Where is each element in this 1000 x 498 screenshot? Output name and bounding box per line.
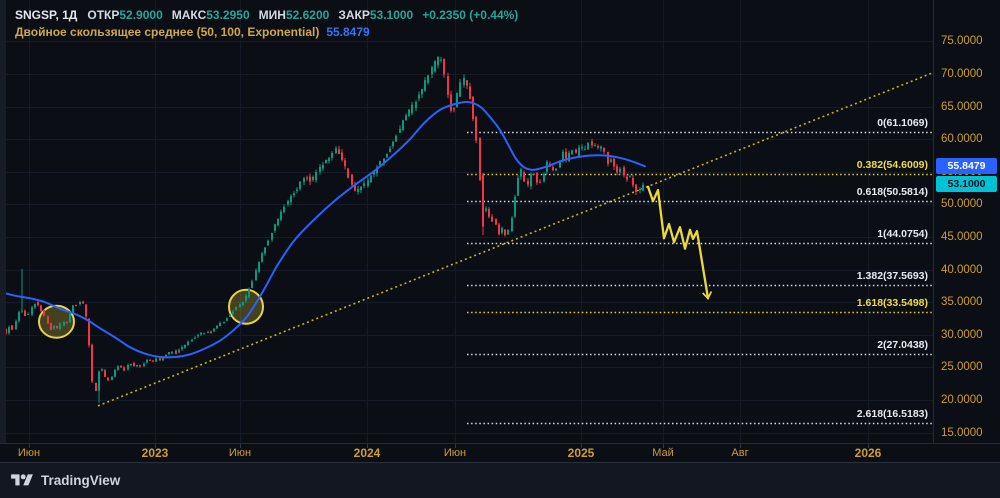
attribution-bar: TradingView <box>0 462 1000 498</box>
time-tick-mark <box>29 444 30 448</box>
ma-value-badge: 55.8479 <box>936 158 997 175</box>
price-axis[interactable]: 75.000070.000065.000060.000055.000050.00… <box>933 0 1000 443</box>
time-tick-label: 2023 <box>141 446 169 460</box>
ohlc-open-value: 52.9000 <box>119 8 163 22</box>
time-tick-label: Июн <box>443 447 467 459</box>
pane-left-strip <box>0 0 6 462</box>
indicator-legend-row[interactable]: Двойное скользящее среднее (50, 100, Exp… <box>15 24 518 41</box>
time-tick-label: Авг <box>731 447 749 459</box>
indicator-name: Двойное скользящее среднее (50, 100, Exp… <box>15 25 320 39</box>
time-tick-label: Май <box>652 447 674 459</box>
price-tick-label: 75.0000 <box>941 35 983 48</box>
ma-line[interactable] <box>0 100 646 359</box>
symbol-title: SNGSP, 1Д <box>15 8 78 22</box>
change-value: +0.2350 (+0.44%) <box>422 8 519 22</box>
candlestick-series <box>5 56 644 403</box>
trendline[interactable] <box>97 71 933 407</box>
symbol-legend-row[interactable]: SNGSP, 1Д ОТКР52.9000 МАКС53.2950 МИН52.620… <box>15 7 518 24</box>
price-tick-label: 65.0000 <box>941 100 983 113</box>
ohlc-high-label: МАКС <box>171 8 207 22</box>
tradingview-logo[interactable] <box>10 472 34 489</box>
ohlc-open-label: ОТКР <box>87 8 120 22</box>
time-tick-mark <box>240 444 241 448</box>
price-tick-label: 40.0000 <box>941 263 983 276</box>
chart-legend: SNGSP, 1Д ОТКР52.9000 МАКС53.2950 МИН52.620… <box>15 7 518 41</box>
ohlc-low-label: МИН <box>258 8 286 22</box>
highlight-circle[interactable] <box>228 288 264 325</box>
time-tick-mark <box>155 444 156 448</box>
time-tick-mark <box>868 444 869 448</box>
price-tick-label: 50.0000 <box>941 198 983 211</box>
time-tick-label: 2026 <box>854 446 882 460</box>
highlight-circle[interactable] <box>38 304 75 339</box>
ohlc-low-value: 52.6200 <box>285 8 330 22</box>
price-tick-label: 45.0000 <box>941 231 983 243</box>
ohlc-close-value: 53.1000 <box>369 8 414 22</box>
price-tick-label: 70.0000 <box>941 68 983 80</box>
price-tick-label: 15.0000 <box>941 426 983 439</box>
chart-pane[interactable]: 0(61.1069) 0.382(54.6009) 0.618(50.5814) 1(… <box>0 0 933 443</box>
ohlc-high-value: 53.2950 <box>206 8 250 22</box>
time-axis[interactable]: Июн 2023 Июн 2024 Июн 2025 Май Авг 2026 <box>0 443 1000 462</box>
grid-lines <box>0 0 933 443</box>
tradingview-brand-text[interactable]: TradingView <box>41 473 121 488</box>
price-tick-label: 35.0000 <box>941 296 983 309</box>
tradingview-logo-icon <box>11 474 33 486</box>
time-tick-label: 2025 <box>567 446 595 460</box>
projection-arrow[interactable] <box>646 185 713 300</box>
price-tick-label: 30.0000 <box>941 328 983 341</box>
time-tick-mark <box>663 444 664 448</box>
time-tick-label: 2024 <box>353 446 381 460</box>
time-tick-mark <box>367 444 368 448</box>
price-tick-label: 25.0000 <box>941 361 983 374</box>
ohlc-close-label: ЗАКР <box>338 8 370 22</box>
last-price-badge: 53.1000 <box>936 176 997 193</box>
time-tick-mark <box>740 444 741 448</box>
price-tick-label: 20.0000 <box>941 394 983 406</box>
time-tick-mark <box>581 444 582 448</box>
time-tick-mark <box>455 444 456 448</box>
indicator-value: 55.8479 <box>326 25 370 39</box>
time-tick-label: Июн <box>17 447 41 459</box>
time-tick-label: Июн <box>228 447 252 459</box>
price-chart[interactable] <box>0 0 933 443</box>
price-tick-label: 60.0000 <box>941 133 983 146</box>
